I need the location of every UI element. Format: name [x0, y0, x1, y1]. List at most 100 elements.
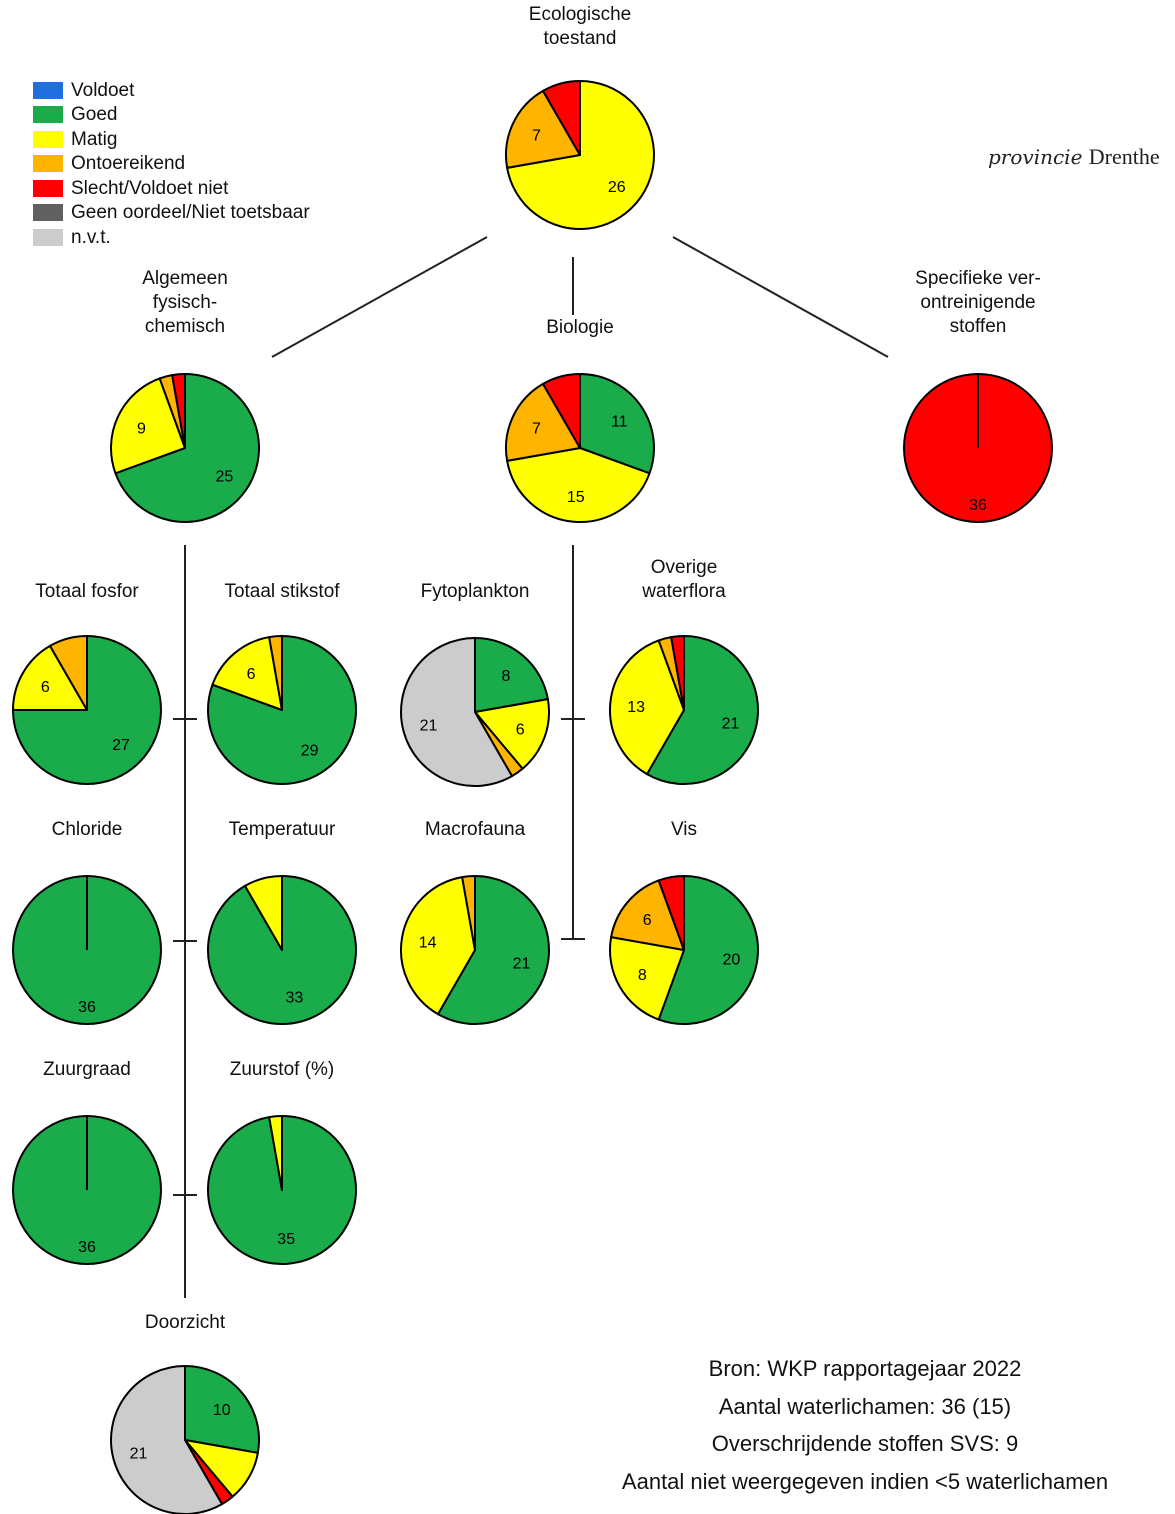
- pie-slice: [437, 875, 550, 1025]
- legend-item-ontoereikend: Ontoereikend: [33, 152, 310, 177]
- pie-chart: Zuurstof (%) 35: [207, 1059, 357, 1265]
- pie-slice: [610, 879, 685, 951]
- pie-slice-label: 9: [137, 421, 146, 438]
- pie-slice: [184, 1365, 261, 1454]
- pie-slice: [461, 874, 476, 951]
- legend-label: Voldoet: [71, 79, 135, 101]
- pie-charts: Ecologische toestand 26 7 Algemeen fysisch-ch…: [12, 4, 1053, 1514]
- pie-chart: Biologie 11 15 7: [505, 317, 655, 524]
- pie-title: Totaal fosfor: [35, 581, 139, 602]
- pie-slice-label: 33: [286, 990, 304, 1007]
- pie-title: Overige: [651, 557, 718, 578]
- legend-swatch: [33, 81, 63, 99]
- pie-slice-label: 27: [112, 737, 130, 754]
- pie-chart: Temperatuur 33: [206, 819, 357, 1025]
- pie-title: Vis: [671, 819, 697, 840]
- pie-chart: Zuurgraad 36: [12, 1059, 162, 1265]
- legend-swatch: [33, 130, 63, 148]
- legend-swatch: [33, 179, 63, 197]
- pie-chart: Totaal fosfor 27 6: [12, 581, 162, 785]
- pie-slice-label: 7: [532, 128, 541, 145]
- pie-title: Specifieke ver-: [915, 268, 1041, 289]
- pie-chart: Macrofauna 21 14: [399, 819, 550, 1025]
- pie-slice: [400, 637, 513, 787]
- pie-slice-label: 25: [216, 469, 234, 486]
- pie-slice-label: 36: [969, 497, 987, 514]
- pie-slice: [657, 875, 759, 1025]
- footnote-line: Aantal niet weergegeven indien <5 waterl…: [621, 1468, 1109, 1494]
- pie-title: stoffen: [950, 316, 1007, 337]
- legend-label: n.v.t.: [71, 226, 111, 248]
- legend-label: Matig: [71, 128, 118, 150]
- pie-slice-label: 8: [638, 967, 647, 984]
- pie-chart: Ecologische toestand 26 7: [505, 4, 655, 230]
- pie-slice-label: 21: [722, 715, 740, 732]
- pie-slice-label: 14: [419, 935, 437, 952]
- legend-swatch: [33, 106, 63, 124]
- pie-slice: [657, 875, 685, 951]
- pie-slice-label: 21: [420, 717, 438, 734]
- pie-slice-label: 13: [627, 699, 645, 716]
- pie-slice: [110, 377, 186, 475]
- pie-slice-label: 6: [643, 912, 652, 929]
- pie-title: ontreinigende: [920, 292, 1035, 313]
- count-line: Aantal waterlichamen: 36 (15): [718, 1393, 1012, 1419]
- logo-text-plain: Drenthe: [1088, 144, 1160, 169]
- pie-slice-label: 8: [501, 668, 510, 685]
- source-line: Bron: WKP rapportagejaar 2022: [708, 1356, 1022, 1381]
- pie-chart: Specifieke ver-ontreinigende stoffen 36: [903, 268, 1053, 523]
- pie-slice-label: 20: [723, 951, 741, 968]
- pie-slice: [670, 634, 685, 711]
- pie-slice: [171, 372, 186, 449]
- source-info: Bron: WKP rapportagejaar 2022 Aantal wat…: [565, 1350, 1165, 1500]
- pie-slice: [474, 698, 550, 770]
- pie-chart: Totaal stikstof 29 6: [207, 581, 357, 785]
- legend-label: Goed: [71, 104, 118, 126]
- pie-title: Algemeen: [142, 268, 228, 289]
- pie-title: Temperatuur: [229, 819, 336, 840]
- pie-slice: [542, 80, 581, 156]
- pie-slice-label: 21: [513, 955, 531, 972]
- pie-slice-label: 26: [608, 179, 626, 196]
- pie-slice-label: 6: [516, 722, 525, 739]
- pie-title: Ecologische: [529, 4, 631, 25]
- pie-slice-label: 6: [41, 679, 50, 696]
- pie-title: Doorzicht: [145, 1312, 226, 1333]
- pie-slice: [114, 373, 260, 523]
- pie-slice: [244, 875, 283, 951]
- legend-item-geen-oordeel: Geen oordeel/Niet toetsbaar: [33, 201, 310, 226]
- pie-slice-label: 29: [301, 742, 319, 759]
- legend-item-nvt: n.v.t.: [33, 225, 310, 250]
- pie-slice-label: 36: [78, 1239, 96, 1256]
- connector-line: [271, 236, 488, 358]
- pie-slice: [646, 635, 759, 785]
- legend-item-goed: Goed: [33, 103, 310, 128]
- legend-swatch: [33, 204, 63, 222]
- pie-slice: [12, 644, 88, 711]
- pie-title: waterflora: [641, 581, 726, 602]
- pie-title: toestand: [544, 28, 617, 49]
- pie-chart: Overige waterflora 21 13: [608, 557, 759, 785]
- pie-slice-label: 10: [213, 1402, 231, 1419]
- pie-chart: Chloride 36: [12, 819, 162, 1025]
- pie-slice-label: 7: [532, 421, 541, 438]
- pie-title: Chloride: [52, 819, 123, 840]
- pie-title: Zuurgraad: [43, 1059, 131, 1080]
- pie-chart: Vis 20 8 6: [609, 819, 759, 1025]
- pie-title: Biologie: [546, 317, 614, 338]
- legend-swatch: [33, 228, 63, 246]
- pie-slice: [268, 634, 283, 711]
- legend: Voldoet Goed Matig Ontoereikend Slecht/V…: [33, 78, 310, 250]
- pie-slice: [268, 1114, 283, 1191]
- provincie-drenthe-logo: provincie Drenthe: [988, 144, 1160, 170]
- legend-label: Geen oordeel/Niet toetsbaar: [71, 202, 310, 224]
- pie-slice: [505, 382, 581, 462]
- logo-text-italic: provincie: [988, 145, 1083, 169]
- legend-label: Slecht/Voldoet niet: [71, 177, 229, 199]
- pie-chart: Algemeen fysisch-chemisch 25 9: [110, 268, 260, 523]
- pie-chart: Fytoplankton 8 6 21: [400, 581, 550, 787]
- pie-slice: [399, 876, 476, 1016]
- legend-item-matig: Matig: [33, 127, 310, 152]
- exceeding-substances-line: Overschrijdende stoffen SVS: 9: [711, 1431, 1019, 1456]
